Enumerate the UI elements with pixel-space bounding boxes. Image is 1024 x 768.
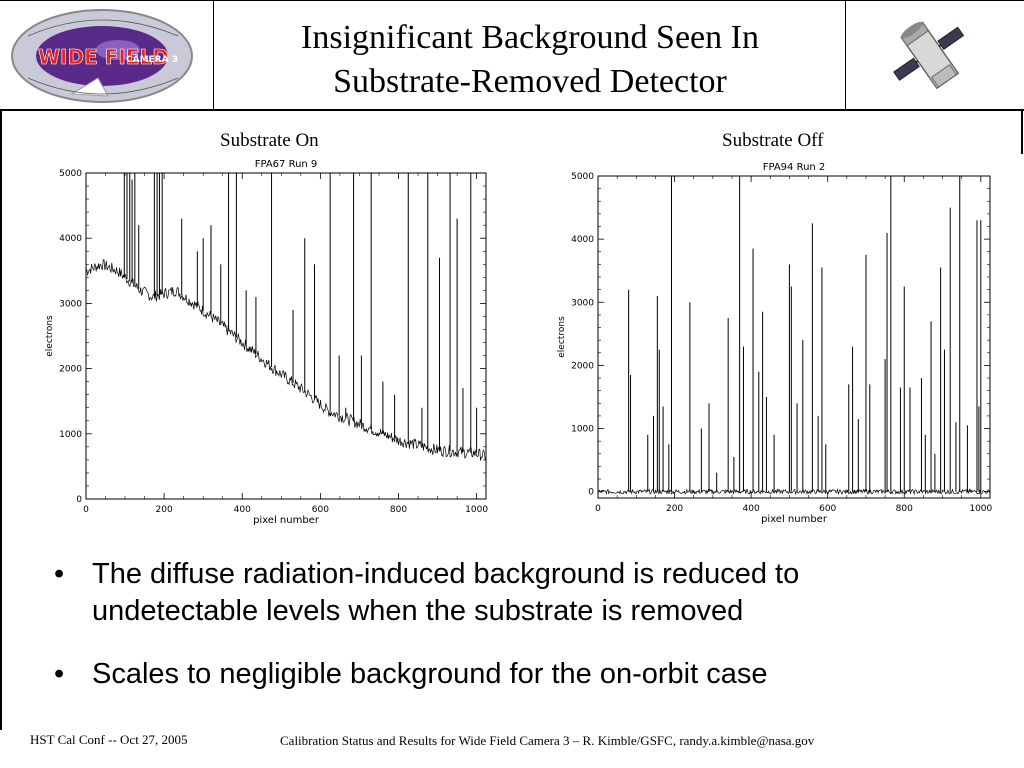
- bullet-text-1: The diffuse radiation-induced background…: [92, 558, 800, 627]
- bullet-text-2: Scales to negligible background for the …: [92, 658, 768, 690]
- x-axis-label: pixel number: [761, 514, 828, 525]
- footer-credit: Calibration Status and Results for Wide …: [280, 733, 815, 748]
- x-tick-label: 600: [312, 505, 329, 515]
- bullet-marker: •: [54, 658, 65, 690]
- chart-title: FPA94 Run 2: [763, 162, 826, 173]
- x-tick-label: 0: [595, 504, 601, 514]
- left-plot-caption: Substrate On: [220, 130, 319, 151]
- y-axis-label: electrons: [557, 316, 567, 358]
- svg-text:WIDE FIELD: WIDE FIELD: [38, 45, 169, 69]
- x-tick-label: 800: [390, 505, 407, 515]
- y-tick-label: 5000: [571, 172, 594, 182]
- y-tick-label: 3000: [59, 299, 82, 309]
- right-plot-caption: Substrate Off: [722, 130, 824, 151]
- header-divider-left: [213, 0, 214, 110]
- bullet-marker: •: [54, 558, 65, 590]
- y-tick-label: 0: [588, 488, 594, 498]
- substrate-off-chart: FPA94 Run 2 0 200 400 600 800 1000 0 1000 2000 300…: [557, 162, 993, 525]
- footer-date: HST Cal Conf -- Oct 27, 2005: [30, 732, 188, 747]
- slide-left-border: [0, 110, 2, 730]
- slide-right-border: [1021, 110, 1023, 154]
- y-tick-label: 5000: [59, 169, 82, 179]
- x-tick-label: 0: [83, 505, 89, 515]
- bullet-list: • The diffuse radiation-induced backgrou…: [54, 556, 954, 719]
- plot-frame: [597, 175, 991, 499]
- y-tick-label: 1000: [59, 430, 82, 440]
- header-bottom-rule: [0, 109, 1024, 111]
- x-tick-label: 800: [896, 504, 913, 514]
- y-tick-label: 2000: [571, 361, 594, 371]
- plot-frame: [85, 172, 487, 500]
- header-divider-right: [845, 0, 846, 110]
- series-line: [85, 259, 487, 461]
- title-line-2: Substrate-Removed Detector: [333, 63, 727, 100]
- slide-header: WIDE FIELD CAMERA 3 Insignificant Backgr…: [0, 0, 1024, 111]
- x-tick-label: 200: [156, 505, 173, 515]
- y-tick-label: 4000: [59, 234, 82, 244]
- chart-title: FPA67 Run 9: [255, 159, 318, 170]
- x-tick-label: 400: [234, 505, 251, 515]
- hubble-telescope-icon: [880, 4, 980, 104]
- y-axis-label: electrons: [45, 315, 55, 357]
- x-axis-label: pixel number: [253, 515, 320, 526]
- substrate-on-chart: FPA67 Run 9 0 200 400 600 800 1000 0 1000 2000 300…: [45, 159, 488, 526]
- y-tick-label: 3000: [571, 298, 594, 308]
- y-tick-label: 0: [76, 495, 82, 505]
- y-tick-label: 1000: [571, 425, 594, 435]
- y-tick-label: 4000: [571, 235, 594, 245]
- bullet-item: • The diffuse radiation-induced backgrou…: [54, 556, 954, 630]
- x-tick-label: 600: [819, 504, 836, 514]
- x-tick-label: 1000: [465, 505, 488, 515]
- x-tick-label: 200: [666, 504, 683, 514]
- bullet-item: • Scales to negligible background for th…: [54, 656, 954, 693]
- page-title: Insignificant Background Seen In Substra…: [214, 16, 846, 104]
- x-tick-label: 400: [743, 504, 760, 514]
- x-tick-label: 1000: [969, 504, 992, 514]
- wfc3-logo: WIDE FIELD CAMERA 3: [8, 6, 204, 104]
- header-top-rule: [0, 0, 1024, 1]
- svg-text:CAMERA 3: CAMERA 3: [126, 55, 178, 65]
- y-tick-label: 2000: [59, 365, 82, 375]
- title-line-1: Insignificant Background Seen In: [301, 19, 759, 56]
